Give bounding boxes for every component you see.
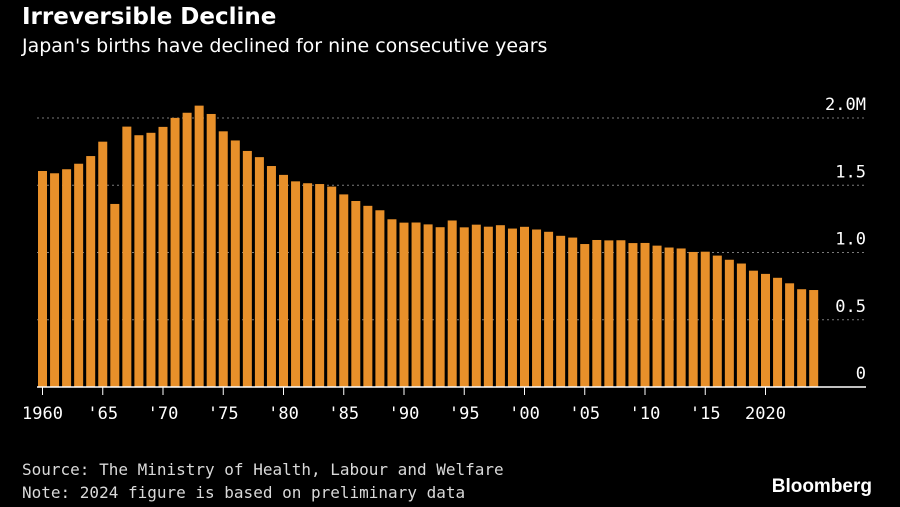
y-tick-label: 0.5 — [835, 297, 866, 317]
bar-1981 — [291, 181, 301, 387]
bar-1983 — [315, 184, 325, 387]
x-tick-label: '90 — [389, 404, 420, 424]
y-tick-label: 2.0M — [825, 95, 866, 115]
bar-2003 — [556, 235, 566, 387]
bar-1967 — [122, 126, 132, 388]
x-tick-label: '95 — [449, 404, 480, 424]
bar-2007 — [604, 240, 614, 387]
bar-2001 — [532, 229, 542, 387]
bar-2023 — [797, 289, 807, 387]
bar-1995 — [459, 227, 469, 387]
bar-2017 — [724, 259, 734, 387]
bar-1986 — [351, 200, 361, 387]
bar-1988 — [375, 210, 385, 387]
bar-2004 — [568, 237, 578, 387]
bar-1964 — [86, 156, 96, 387]
bar-2000 — [520, 226, 529, 387]
bar-1993 — [435, 227, 445, 387]
bar-1965 — [98, 141, 108, 387]
x-tick-label: '65 — [87, 404, 118, 424]
bar-1969 — [146, 132, 156, 387]
bar-2021 — [773, 277, 783, 387]
bar-1961 — [50, 173, 60, 387]
data-note: Note: 2024 figure is based on preliminar… — [22, 483, 466, 502]
x-tick-label: '10 — [630, 404, 661, 424]
bar-1974 — [206, 113, 216, 387]
x-tick-label: 2020 — [745, 404, 786, 424]
bar-1972 — [182, 112, 192, 387]
chart-subtitle: Japan's births have declined for nine co… — [22, 35, 548, 57]
bar-1999 — [507, 228, 517, 387]
bar-1979 — [266, 166, 276, 387]
bar-2016 — [712, 255, 722, 387]
bar-2019 — [748, 270, 758, 387]
bar-2002 — [544, 231, 554, 387]
bar-2010 — [640, 242, 650, 387]
bar-1994 — [447, 220, 457, 387]
bar-1976 — [230, 140, 240, 387]
bar-2008 — [616, 240, 626, 387]
bar-1968 — [134, 135, 144, 387]
bar-2014 — [688, 251, 698, 387]
bar-2013 — [676, 248, 686, 387]
bar-2009 — [628, 243, 638, 387]
x-tick-label: '70 — [148, 404, 179, 424]
bar-2012 — [664, 247, 674, 387]
bar-1978 — [254, 157, 264, 387]
bar-1962 — [62, 169, 72, 387]
bar-1980 — [279, 174, 288, 387]
bar-1966 — [110, 203, 120, 387]
bloomberg-logo: Bloomberg — [771, 476, 872, 497]
y-tick-label: 1.5 — [835, 162, 866, 182]
bar-1991 — [411, 222, 421, 387]
bar-1977 — [242, 150, 252, 387]
bar-1975 — [218, 131, 228, 387]
bar-1982 — [303, 183, 313, 387]
bar-1973 — [194, 105, 204, 387]
bar-1970 — [158, 126, 168, 387]
x-tick-label: '80 — [268, 404, 299, 424]
bar-2020 — [761, 273, 770, 387]
y-tick-labels: 0 0.5 1.0 1.5 2.0M — [825, 95, 866, 384]
chart-title: Irreversible Decline — [22, 4, 277, 30]
bar-2015 — [700, 251, 710, 387]
bar-1990 — [399, 222, 409, 387]
bar-1984 — [327, 186, 337, 387]
bar-1997 — [483, 226, 493, 387]
bars — [38, 105, 819, 388]
x-tick-label: '05 — [569, 404, 600, 424]
bar-1985 — [339, 194, 349, 387]
bar-2018 — [736, 263, 746, 387]
bar-2006 — [592, 239, 602, 387]
bar-1963 — [74, 163, 84, 387]
y-tick-label: 1.0 — [835, 230, 866, 250]
source-note: Source: The Ministry of Health, Labour a… — [22, 460, 504, 479]
bar-2011 — [652, 245, 662, 387]
bar-1960 — [38, 170, 47, 387]
bar-1998 — [495, 225, 505, 387]
x-tick-label: '75 — [208, 404, 239, 424]
bar-1989 — [387, 219, 397, 387]
bar-2024 — [809, 290, 819, 387]
bar-2005 — [580, 244, 590, 387]
bar-1996 — [471, 224, 481, 387]
x-tick-label: '85 — [328, 404, 359, 424]
y-tick-label: 0 — [856, 364, 866, 384]
x-tick-label: '00 — [509, 404, 540, 424]
x-tick-labels: 1960 '65 '70 '75 '80 '85 '90 '95 '00 '05 '10 '15 202… — [22, 404, 786, 424]
bar-1987 — [363, 205, 373, 387]
bar-1992 — [423, 224, 433, 387]
x-tick-label: '15 — [690, 404, 721, 424]
bar-2022 — [785, 283, 795, 387]
x-tick-label: 1960 — [22, 404, 63, 424]
bar-1971 — [170, 117, 180, 388]
axes — [37, 386, 866, 395]
